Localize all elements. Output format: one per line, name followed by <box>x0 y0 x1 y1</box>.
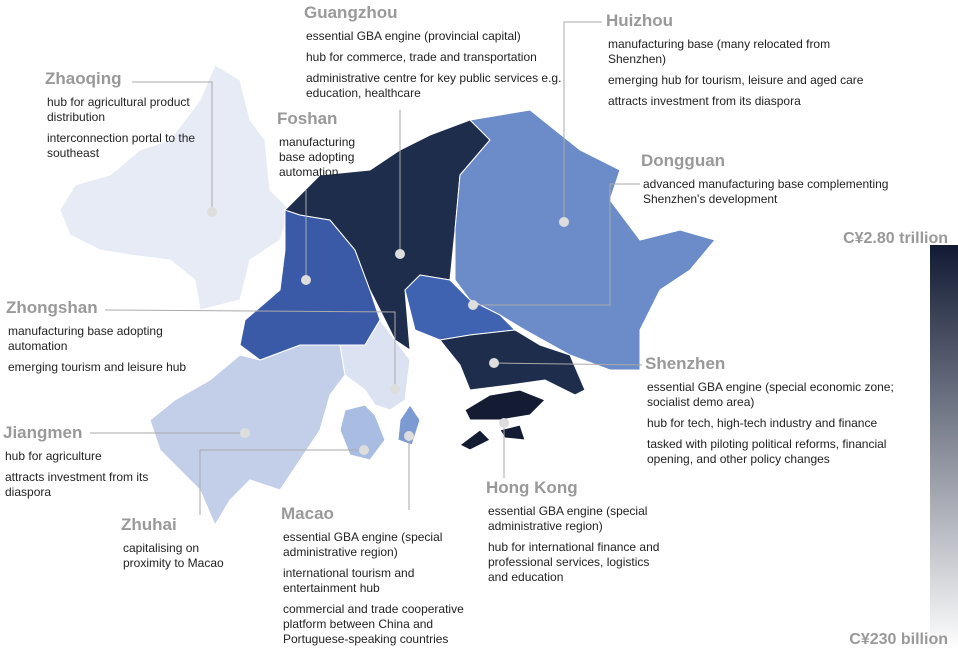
leader-line <box>132 81 213 212</box>
city-note: hub for agricultural product distributio… <box>47 95 190 124</box>
city-note: administrative centre for key public ser… <box>306 71 562 100</box>
city-note: international tourism and entertainment … <box>283 566 415 595</box>
city-annotation: Zhongshan manufacturing base adopting aut… <box>6 298 216 381</box>
city-note: hub for international finance and profes… <box>488 540 660 584</box>
city-annotation: Zhuhai capitalising on proximity to Macao <box>121 515 241 577</box>
city-note: hub for agriculture <box>5 449 102 463</box>
city-note: essential GBA engine (special administra… <box>488 504 648 533</box>
city-name: Guangzhou <box>304 3 398 22</box>
location-dot <box>240 428 250 438</box>
city-annotation: Shenzhen essential GBA engine (special ec… <box>645 354 900 473</box>
city-note: manufacturing base (many relocated from … <box>608 37 831 66</box>
city-annotation: Jiangmen hub for agriculture attracts inve… <box>3 423 168 506</box>
city-annotation: Zhaoqing hub for agricultural product dis… <box>45 69 210 167</box>
city-note: interconnection portal to the southeast <box>47 131 196 160</box>
location-dot <box>359 445 369 455</box>
region-zhaoqing <box>59 64 291 311</box>
leader-line <box>104 309 396 389</box>
city-note: essential GBA engine (special administra… <box>283 530 443 559</box>
region-shenzhen <box>439 329 586 396</box>
city-note: tasked with piloting political reforms, … <box>647 437 887 466</box>
region-macao <box>397 404 421 446</box>
city-note: advanced manufacturing base complementin… <box>643 177 889 206</box>
location-dot <box>499 418 509 428</box>
location-dot <box>559 217 569 227</box>
city-name: Zhuhai <box>121 515 177 534</box>
leader-line <box>199 449 364 515</box>
leader-line <box>563 21 602 222</box>
leader-line <box>493 362 643 366</box>
location-dot <box>395 249 405 259</box>
city-note: emerging hub for tourism, leisure and ag… <box>608 73 864 87</box>
city-name: Zhongshan <box>6 298 98 317</box>
city-note: attracts investment from its diaspora <box>608 94 801 108</box>
city-annotation: Hong Kong essential GBA engine (special a… <box>486 478 671 591</box>
region-zhuhai <box>339 404 386 461</box>
city-note: commercial and trade cooperative platfor… <box>283 602 464 646</box>
location-dot <box>489 358 499 368</box>
city-note: manufacturing base adopting automation <box>279 135 356 179</box>
city-name: Shenzhen <box>645 354 726 373</box>
city-annotation: Guangzhou essential GBA engine (provincia… <box>304 3 569 107</box>
city-name: Dongguan <box>641 151 726 170</box>
city-note: hub for commerce, trade and transportati… <box>306 50 537 64</box>
legend-min: C¥230 billion <box>849 631 948 648</box>
city-note: manufacturing base adopting automation <box>8 324 163 353</box>
location-dot <box>301 275 311 285</box>
city-name: Jiangmen <box>3 423 83 442</box>
location-dot <box>468 300 478 310</box>
city-name: Hong Kong <box>486 478 578 497</box>
city-note: emerging tourism and leisure hub <box>8 360 187 374</box>
city-note: essential GBA engine (special economic z… <box>647 380 894 409</box>
city-annotation: Macao essential GBA engine (special admin… <box>281 504 471 653</box>
leader-line <box>473 183 640 306</box>
region-hong-kong <box>499 424 526 441</box>
city-note: hub for tech, high-tech industry and fin… <box>647 416 878 430</box>
location-dot <box>390 384 400 394</box>
city-annotation: Dongguan advanced manufacturing base comp… <box>641 151 916 213</box>
city-note: essential GBA engine (provincial capital… <box>306 29 521 43</box>
city-name: Foshan <box>277 109 338 128</box>
city-annotation: Foshan manufacturing base adopting automa… <box>277 109 372 186</box>
city-name: Zhaoqing <box>45 69 122 88</box>
city-note: capitalising on proximity to Macao <box>123 541 224 570</box>
location-dot <box>404 431 414 441</box>
city-note: attracts investment from its diaspora <box>5 470 149 499</box>
location-dot <box>207 207 217 217</box>
city-name: Macao <box>281 504 334 523</box>
legend-gradient <box>930 245 958 650</box>
city-annotation: Huizhou manufacturing base (many relocate… <box>606 11 871 115</box>
region-hong-kong <box>464 389 546 421</box>
region-hong-kong <box>459 429 491 451</box>
city-name: Huizhou <box>606 11 674 30</box>
legend-max: C¥2.80 trillion <box>843 230 948 247</box>
